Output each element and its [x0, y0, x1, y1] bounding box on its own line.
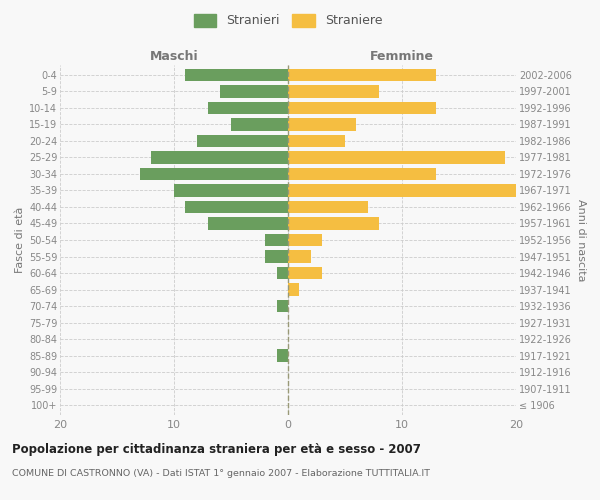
Bar: [277, 267, 288, 279]
Bar: [231, 118, 288, 130]
Bar: [277, 300, 288, 312]
Bar: [288, 85, 379, 98]
Bar: [288, 184, 516, 196]
Y-axis label: Fasce di età: Fasce di età: [14, 207, 25, 273]
Bar: [288, 135, 345, 147]
Bar: [288, 118, 356, 130]
Text: Popolazione per cittadinanza straniera per età e sesso - 2007: Popolazione per cittadinanza straniera p…: [12, 442, 421, 456]
Bar: [140, 168, 288, 180]
Text: COMUNE DI CASTRONNO (VA) - Dati ISTAT 1° gennaio 2007 - Elaborazione TUTTITALIA.: COMUNE DI CASTRONNO (VA) - Dati ISTAT 1°…: [12, 469, 430, 478]
Bar: [185, 68, 288, 81]
Bar: [288, 168, 436, 180]
Bar: [265, 250, 288, 262]
Bar: [174, 184, 288, 196]
Legend: Stranieri, Straniere: Stranieri, Straniere: [189, 8, 387, 32]
Bar: [208, 218, 288, 230]
Y-axis label: Anni di nascita: Anni di nascita: [575, 198, 586, 281]
Bar: [185, 201, 288, 213]
Bar: [288, 234, 322, 246]
Bar: [208, 102, 288, 114]
Bar: [277, 350, 288, 362]
Bar: [288, 267, 322, 279]
Bar: [288, 284, 299, 296]
Bar: [220, 85, 288, 98]
Bar: [288, 68, 436, 81]
Bar: [151, 152, 288, 164]
Text: Maschi: Maschi: [149, 50, 199, 64]
Bar: [288, 218, 379, 230]
Bar: [288, 102, 436, 114]
Text: Femmine: Femmine: [370, 50, 434, 64]
Bar: [288, 250, 311, 262]
Bar: [288, 152, 505, 164]
Bar: [265, 234, 288, 246]
Bar: [288, 201, 368, 213]
Bar: [197, 135, 288, 147]
